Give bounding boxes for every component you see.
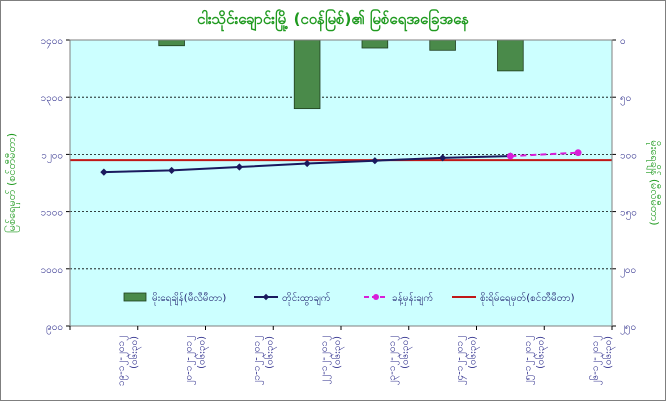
y-right-tick-label: ၀: [620, 36, 626, 47]
rainfall-bar: [429, 39, 456, 51]
y-left-tick-label: ၁၂၀၀: [41, 150, 63, 163]
x-tick-label-time: (၀၆း၃၀): [127, 336, 142, 369]
rainfall-bar: [293, 39, 321, 110]
forecast-line: [510, 151, 579, 158]
x-tick-label-time: (၀၆း၃၀): [533, 336, 548, 369]
forecast-point: [506, 152, 514, 160]
chart-title: ငါးသိုင်းချောင်းမြို့ (ငဝန်မြစ်)၏ မြစ်ရေ…: [197, 8, 469, 32]
observed-point: [235, 163, 243, 171]
observed-point: [168, 166, 176, 175]
rainfall-bar: [497, 39, 524, 72]
observed-point: [371, 157, 379, 165]
observed-point: [100, 168, 108, 176]
legend-item: ခန့်မှန်းချက်: [364, 291, 433, 306]
x-tick-label: ၂၄-၁၂-၂၀၁၂: [455, 336, 468, 385]
x-tick-label-time: (၀၆း၃၀): [262, 336, 277, 369]
y-left-tick-label: ၁၀၀၀: [41, 265, 64, 276]
y-right-tick-label: ၂၀၀: [620, 265, 636, 278]
x-tick-label: ၂၃-၁၂-၂၀၁၂: [387, 336, 400, 385]
y-left-tick-label: ၉၀၀: [46, 322, 63, 335]
y-left-tick-label: ၁၃၀၀: [41, 93, 64, 106]
x-tick-label-time: (၀၆း၃၀): [466, 336, 481, 369]
x-tick-label-time: (၀၆း၃၀): [398, 336, 413, 369]
legend-label: မိုးရေချိန်(မီလီမီတာ): [152, 291, 226, 306]
x-tick-label-group: ၂၀-၁၂-၂၀၁၂ (၀၆း၃၀): [184, 336, 210, 385]
rainfall-bar: [158, 39, 185, 47]
legend-marker: [262, 293, 270, 301]
x-tick-label: ၂၁-၁၂-၂၀၁၂: [251, 336, 264, 385]
x-tick-label-group: ၂၃-၁၂-၂၀၁၂ (၀၆း၃၀): [387, 336, 413, 385]
observed-point: [303, 159, 311, 168]
x-tick-label: ၂၆-၁၂-၂၀၁၂: [588, 336, 603, 385]
legend-label: စိုးရိမ်ရေမှတ်(စင်တီမီတာ): [480, 291, 575, 306]
y-left-axis-label: မြစ်ရေမှတ် (စင်တီမီတာ): [4, 133, 20, 233]
y-left-tick-label: ၁၁၀၀: [41, 208, 64, 219]
legend-swatch: [123, 292, 147, 302]
x-tick-label-time: (၀၆း၃၀): [330, 336, 345, 369]
legend-marker: [373, 294, 379, 300]
observed-point: [439, 154, 447, 162]
plot-area: [70, 40, 612, 326]
y-right-axis-label: မိုးရေချိန် (မီလီမီတာ): [646, 140, 661, 225]
legend-label: တိုင်းထွာချက်: [282, 291, 331, 306]
legend-item: တိုင်းထွာချက်: [254, 291, 331, 306]
x-tick-label: ၂၅-၁၂-၂၀၁၂: [522, 336, 535, 385]
forecast-point: [574, 149, 582, 157]
legend-item: စိုးရိမ်ရေမှတ်(စင်တီမီတာ): [452, 291, 575, 306]
x-tick-label-group: ၂၁-၁၂-၂၀၁၂ (၀၆း၃၀): [251, 336, 277, 385]
x-tick-label-time: (၀၆း၃၀): [195, 336, 210, 369]
y-right-tick-label: ၁၀၀: [620, 150, 637, 161]
y-right-tick-label: ၁၅၀: [620, 208, 637, 221]
x-tick-label: ၂၀-၁၂-၂၀၁၂: [184, 336, 197, 385]
x-tick-label-group: ၂၆-၁၂-၂၀၁၂ (၀၆း၃၀): [588, 336, 616, 385]
legend-label: ခန့်မှန်းချက်: [392, 291, 433, 306]
y-right-tick-label: ၅၀: [620, 93, 631, 106]
legend: မိုးရေချိန်(မီလီမီတာ) တိုင်းထွာချက် ခန့်မှ…: [123, 291, 575, 306]
x-tick-label: ၁၉-၁၂-၂၀၁၂: [116, 336, 129, 386]
x-tick-label-group: ၂၅-၁၂-၂၀၁၂ (၀၆း၃၀): [522, 336, 548, 385]
x-tick-label-group: ၁၉-၁၂-၂၀၁၂ (၀၆း၃၀): [116, 336, 142, 386]
rainfall-bar: [361, 39, 389, 49]
x-tick-label-group: ၂၄-၁၂-၂၀၁၂ (၀၆း၃၀): [455, 336, 481, 385]
x-tick-label: ၂၂-၁၂-၂၀၁၂: [319, 336, 332, 385]
x-tick-label-time: (၀၆း၃၀): [601, 336, 616, 369]
y-left-tick-label: ၁၄၀၀: [41, 36, 64, 49]
x-tick-label-group: ၂၂-၁၂-၂၀၁၂ (၀၆း၃၀): [319, 336, 345, 385]
y-right-tick-label: ၂၅၀: [620, 322, 636, 335]
legend-item: မိုးရေချိန်(မီလီမီတာ): [123, 291, 226, 306]
